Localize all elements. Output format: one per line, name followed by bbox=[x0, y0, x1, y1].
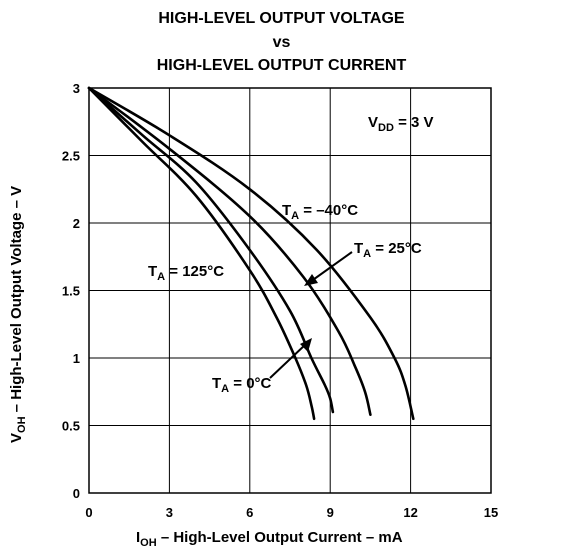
series-label-25: TA = 25°C bbox=[354, 240, 422, 260]
x-tick-label: 9 bbox=[327, 505, 334, 520]
series-label-m40: TA = –40°C bbox=[282, 202, 358, 222]
plot-frame bbox=[88, 87, 492, 494]
x-tick-label: 6 bbox=[246, 505, 253, 520]
chart-title-line-3: HIGH-LEVEL OUTPUT CURRENT bbox=[156, 57, 407, 74]
y-tick-label: 2.5 bbox=[62, 149, 80, 164]
tick-labels: 0 3 6 9 12 15 0 0.5 1 1.5 2 2.5 3 bbox=[62, 81, 498, 520]
y-tick-label: 1 bbox=[73, 351, 80, 366]
series-label-0: TA = 0°C bbox=[212, 375, 272, 395]
series-line-125c bbox=[87, 86, 316, 421]
x-tick-label: 12 bbox=[403, 505, 417, 520]
x-axis-label: IOH – High-Level Output Current – mA bbox=[136, 529, 403, 549]
series-line-25c bbox=[87, 86, 372, 416]
x-tick-label: 0 bbox=[85, 505, 92, 520]
series-line-0c bbox=[87, 86, 335, 414]
x-tick-label: 3 bbox=[166, 505, 173, 520]
y-axis-label: VOH – High-Level Output Voltage – V bbox=[8, 186, 28, 443]
y-tick-label: 0 bbox=[73, 486, 80, 501]
chart-title-line-1: HIGH-LEVEL OUTPUT VOLTAGE bbox=[158, 10, 405, 27]
y-tick-label: 1.5 bbox=[62, 284, 80, 299]
y-tick-label: 3 bbox=[73, 81, 80, 96]
vdd-annotation: VDD = 3 V bbox=[368, 114, 434, 134]
series-line-m40c bbox=[87, 86, 415, 421]
x-tick-label: 15 bbox=[484, 505, 498, 520]
y-tick-label: 2 bbox=[73, 216, 80, 231]
chart-title-line-2: vs bbox=[272, 34, 291, 51]
arrow-0-line bbox=[269, 343, 307, 379]
series-lines bbox=[87, 86, 415, 421]
arrow-0-head bbox=[300, 338, 312, 352]
arrow-25-line bbox=[309, 251, 353, 283]
series-label-125: TA = 125°C bbox=[148, 263, 224, 283]
arrow-25-head bbox=[304, 274, 318, 286]
y-tick-label: 0.5 bbox=[62, 419, 80, 434]
